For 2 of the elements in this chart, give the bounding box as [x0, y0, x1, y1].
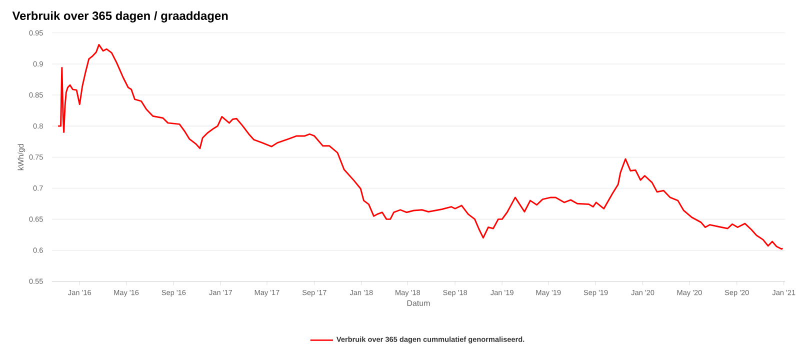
chart-title: Verbruik over 365 dagen / graaddagen: [12, 11, 228, 22]
line-series: [57, 44, 784, 250]
